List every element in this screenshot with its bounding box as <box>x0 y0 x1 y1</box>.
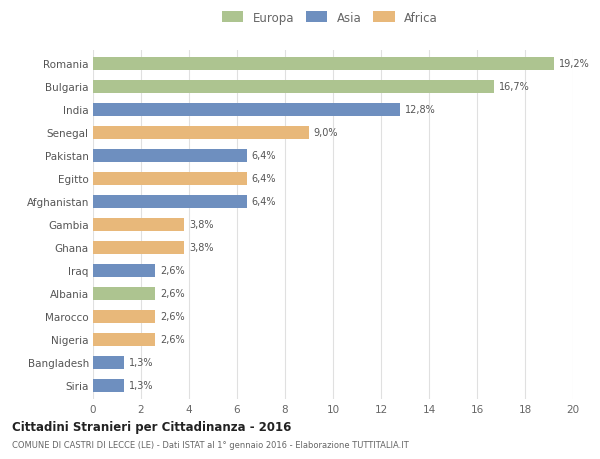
Text: 19,2%: 19,2% <box>559 59 589 69</box>
Bar <box>93 150 247 162</box>
Bar <box>93 173 247 185</box>
Bar <box>93 287 155 300</box>
Text: 9,0%: 9,0% <box>314 128 338 138</box>
Bar <box>93 356 124 369</box>
Bar <box>93 264 155 277</box>
Text: 6,4%: 6,4% <box>251 174 276 184</box>
Text: 12,8%: 12,8% <box>405 105 436 115</box>
Bar <box>93 104 400 117</box>
Text: COMUNE DI CASTRI DI LECCE (LE) - Dati ISTAT al 1° gennaio 2016 - Elaborazione TU: COMUNE DI CASTRI DI LECCE (LE) - Dati IS… <box>12 440 409 449</box>
Text: 6,4%: 6,4% <box>251 151 276 161</box>
Legend: Europa, Asia, Africa: Europa, Asia, Africa <box>218 8 442 28</box>
Text: 2,6%: 2,6% <box>160 312 185 322</box>
Text: 3,8%: 3,8% <box>189 243 214 253</box>
Text: Cittadini Stranieri per Cittadinanza - 2016: Cittadini Stranieri per Cittadinanza - 2… <box>12 420 292 433</box>
Text: 1,3%: 1,3% <box>129 358 154 368</box>
Text: 16,7%: 16,7% <box>499 82 529 92</box>
Bar <box>93 310 155 323</box>
Bar <box>93 333 155 346</box>
Text: 1,3%: 1,3% <box>129 381 154 391</box>
Bar <box>93 379 124 392</box>
Text: 3,8%: 3,8% <box>189 220 214 230</box>
Bar <box>93 196 247 208</box>
Bar <box>93 127 309 140</box>
Bar <box>93 241 184 254</box>
Bar <box>93 58 554 71</box>
Text: 6,4%: 6,4% <box>251 197 276 207</box>
Text: 2,6%: 2,6% <box>160 335 185 345</box>
Text: 2,6%: 2,6% <box>160 266 185 276</box>
Bar <box>93 81 494 94</box>
Text: 2,6%: 2,6% <box>160 289 185 299</box>
Bar <box>93 218 184 231</box>
